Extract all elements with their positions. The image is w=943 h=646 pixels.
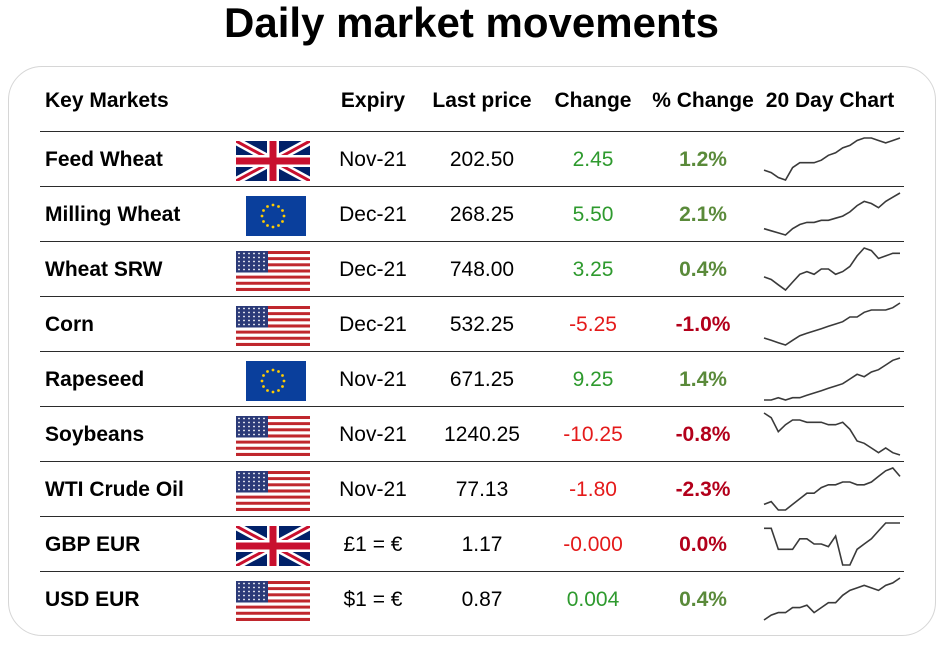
- us-flag-icon: [236, 251, 310, 291]
- change: -0.000: [563, 533, 623, 556]
- last-price: 0.87: [461, 588, 503, 611]
- market-name: GBP EUR: [45, 533, 141, 556]
- us-flag-icon: [236, 471, 310, 511]
- sparkline: [763, 467, 901, 511]
- sparkline-chart: [762, 517, 902, 572]
- sparkline: [763, 192, 901, 236]
- change: -1.80: [569, 478, 617, 501]
- table-row: Wheat SRW Dec-21 748.00 3.25 0.4%: [40, 241, 904, 296]
- market-name: Wheat SRW: [45, 258, 163, 281]
- expiry: Dec-21: [339, 313, 407, 336]
- header-key-markets: Key Markets: [45, 89, 169, 112]
- sparkline: [763, 137, 901, 181]
- pct-change: 2.1%: [679, 203, 727, 226]
- expiry: £1 = €: [343, 533, 403, 556]
- expiry: Dec-21: [339, 258, 407, 281]
- table-row: GBP EUR £1 = € 1.17 -0.000 0.0%: [40, 516, 904, 571]
- us-flag-icon: [236, 581, 310, 621]
- market-name: USD EUR: [45, 588, 140, 611]
- change: 3.25: [572, 258, 614, 281]
- pct-change: -1.0%: [675, 313, 731, 336]
- table-row: Rapeseed Nov-21 671.25 9.25 1.4%: [40, 351, 904, 406]
- header-change: Change: [554, 89, 632, 112]
- sparkline: [763, 302, 901, 346]
- sparkline-chart: [762, 572, 902, 627]
- uk-flag-icon: [236, 526, 310, 566]
- sparkline-chart: [762, 132, 902, 187]
- table-row: Milling Wheat Dec-21 268.25 5.50 2.1%: [40, 186, 904, 241]
- market-name: Corn: [45, 313, 94, 336]
- header-last-price: Last price: [432, 89, 532, 112]
- table-row: Corn Dec-21 532.25 -5.25 -1.0%: [40, 296, 904, 351]
- sparkline-chart: [762, 407, 902, 462]
- market-name: WTI Crude Oil: [45, 478, 184, 501]
- expiry: Nov-21: [339, 368, 407, 391]
- pct-change: -2.3%: [675, 478, 731, 501]
- sparkline-chart: [762, 462, 902, 517]
- header-20-day-chart: 20 Day Chart: [765, 89, 895, 112]
- expiry: Nov-21: [339, 478, 407, 501]
- sparkline: [763, 247, 900, 292]
- sparkline-chart: [762, 242, 902, 297]
- expiry: $1 = €: [343, 588, 403, 611]
- last-price: 748.00: [449, 258, 515, 281]
- last-price: 77.13: [455, 478, 509, 501]
- header-pct-change: % Change: [652, 89, 754, 112]
- sparkline: [764, 522, 900, 566]
- header-expiry: Expiry: [340, 89, 406, 112]
- uk-flag-icon: [236, 141, 310, 181]
- pct-change: 0.0%: [679, 533, 727, 556]
- pct-change: 0.4%: [679, 588, 727, 611]
- change: -5.25: [569, 313, 617, 336]
- pct-change: 0.4%: [679, 258, 727, 281]
- market-name: Feed Wheat: [45, 148, 163, 171]
- table-row: Feed Wheat Nov-21 202.50 2.45 1.2%: [40, 131, 904, 186]
- table-row: WTI Crude Oil Nov-21 77.13 -1.80 -2.3%: [40, 461, 904, 516]
- last-price: 1.17: [461, 533, 503, 556]
- last-price: 532.25: [449, 313, 515, 336]
- market-name: Milling Wheat: [45, 203, 181, 226]
- sparkline: [763, 577, 901, 621]
- pct-change: 1.2%: [679, 148, 727, 171]
- us-flag-icon: [236, 306, 310, 346]
- change: 2.45: [572, 148, 614, 171]
- eu-flag-icon: [236, 196, 310, 236]
- change: 0.004: [566, 588, 620, 611]
- expiry: Nov-21: [339, 423, 407, 446]
- change: 9.25: [572, 368, 614, 391]
- sparkline-chart: [762, 187, 902, 242]
- table-row: USD EUR $1 = € 0.87 0.004 0.4%: [40, 571, 904, 626]
- sparkline: [763, 412, 901, 456]
- market-name: Soybeans: [45, 423, 145, 446]
- last-price: 268.25: [449, 203, 515, 226]
- pct-change: -0.8%: [675, 423, 731, 446]
- sparkline-chart: [762, 352, 902, 407]
- last-price: 671.25: [449, 368, 515, 391]
- page-title: Daily market movements: [224, 0, 719, 46]
- sparkline: [764, 357, 901, 401]
- sparkline-chart: [762, 297, 902, 352]
- last-price: 202.50: [449, 148, 515, 171]
- change: -10.25: [563, 423, 623, 446]
- us-flag-icon: [236, 416, 310, 456]
- table-row: Soybeans Nov-21 1240.25 -10.25 -0.8%: [40, 406, 904, 461]
- last-price: 1240.25: [444, 423, 520, 446]
- eu-flag-icon: [236, 361, 310, 401]
- pct-change: 1.4%: [679, 368, 727, 391]
- market-name: Rapeseed: [45, 368, 145, 391]
- change: 5.50: [572, 203, 614, 226]
- expiry: Dec-21: [339, 203, 407, 226]
- expiry: Nov-21: [339, 148, 407, 171]
